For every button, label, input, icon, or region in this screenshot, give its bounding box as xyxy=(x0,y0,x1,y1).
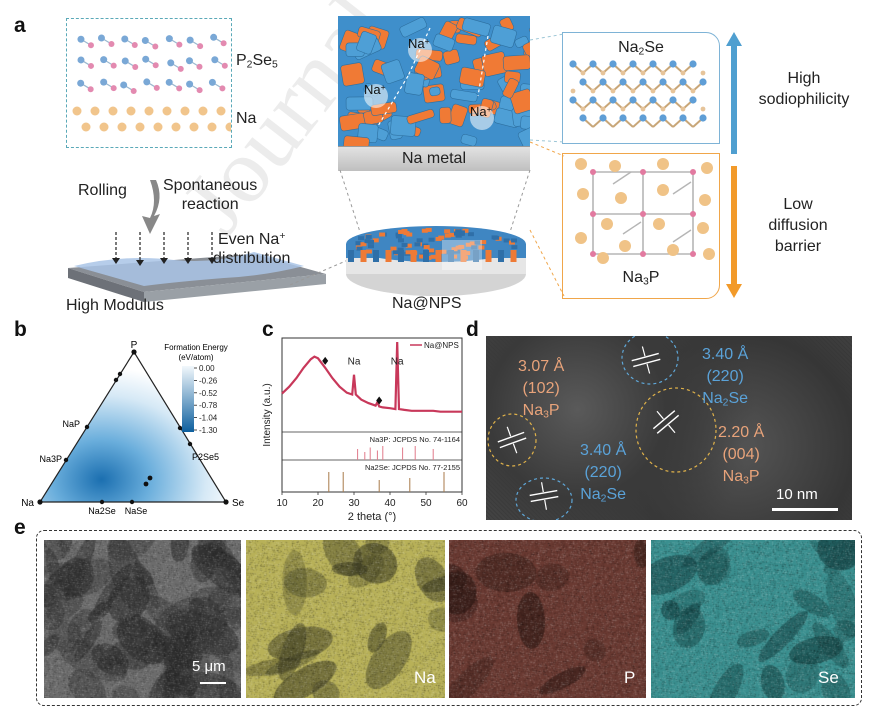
sodiophilicity-arrows xyxy=(726,32,742,298)
vertex-p: P xyxy=(131,340,138,351)
edge-label-p2se5: P2Se5 xyxy=(192,452,219,462)
y-axis-label: Intensity (a.u.) xyxy=(262,383,273,446)
na3p-label: Na3P xyxy=(622,269,660,288)
eds-map-na xyxy=(246,540,445,698)
panel-d-letter: d xyxy=(466,318,479,341)
spontaneous-reaction-label: Spontaneous reaction xyxy=(163,177,258,213)
high-sodiophilicity-label: High sodiophilicity xyxy=(758,70,850,108)
na-layer-label: Na xyxy=(236,110,257,127)
down-arrow-icon xyxy=(726,166,742,298)
x-tick-label: 10 xyxy=(276,498,288,509)
colorbar-tick: -1.30 xyxy=(199,426,218,435)
na-metal-bar: Na metal xyxy=(338,146,530,171)
eds-map-na-label: Na xyxy=(414,668,436,687)
projection-lines xyxy=(289,169,531,286)
x-tick-label: 20 xyxy=(312,498,324,509)
edge-label-nap: NaP xyxy=(62,419,80,429)
peak-annotation-na-1: Na xyxy=(348,357,361,368)
box-connector-lines xyxy=(529,33,565,297)
na3p-crystal-illustration xyxy=(575,158,715,264)
ternary-phase-diagram: P Na Se NaP Na3P P2Se5 Na2Se NaSe Format… xyxy=(21,340,245,516)
x-tick-label: 50 xyxy=(420,498,432,509)
d-spacing-na2se-220-bottom: 3.40 Å (220) Na2Se xyxy=(580,442,627,505)
map-se-canvas xyxy=(651,540,855,698)
reference-2-label: Na2Se: JCPDS No. 77-2155 xyxy=(365,463,460,472)
xrd-series-line xyxy=(281,341,462,413)
na-ion-label-1: Na+ xyxy=(408,36,430,52)
x-axis-label: 2 theta (°) xyxy=(348,511,396,522)
vertex-se: Se xyxy=(232,498,245,509)
edge-label-nase: NaSe xyxy=(125,506,148,516)
sem-scale-bar xyxy=(200,682,226,684)
eds-map-p xyxy=(449,540,646,698)
colorbar-tick: -1.04 xyxy=(199,414,218,423)
rolling-label: Rolling xyxy=(78,182,127,199)
low-diffusion-barrier-label: Low diffusion barrier xyxy=(768,196,828,255)
na2se-label: Na2Se xyxy=(618,39,664,58)
eds-map-se-label: Se xyxy=(818,668,839,687)
map-na-canvas xyxy=(246,540,445,698)
na-nps-label: Na@NPS xyxy=(392,295,462,312)
na-ion-label-3: Na+ xyxy=(470,104,492,120)
up-arrow-icon xyxy=(726,32,742,154)
diamond-marker xyxy=(322,356,329,365)
colorbar-tick: -0.52 xyxy=(199,389,218,398)
d-spacing-na2se-220-top: 3.40 Å (220) Na2Se xyxy=(702,346,749,409)
na2se-box: Na2Se xyxy=(562,32,720,144)
panel-a-letter: a xyxy=(14,14,26,37)
na-ion-label-2: Na+ xyxy=(364,82,386,98)
tem-scale-label: 10 nm xyxy=(776,486,818,503)
legend-label: Na@NPS xyxy=(424,341,459,350)
rolling-arrow-icon xyxy=(142,180,160,234)
x-tick-label: 30 xyxy=(348,498,360,509)
colorbar-tick: -0.26 xyxy=(199,376,218,385)
vertex-na: Na xyxy=(21,498,34,509)
sem-canvas xyxy=(44,540,241,698)
high-modulus-label: High Modulus xyxy=(66,297,164,314)
edge-label-na2se: Na2Se xyxy=(88,506,116,516)
x-tick-label: 60 xyxy=(456,498,468,509)
sem-image xyxy=(44,540,241,698)
tem-scale-bar xyxy=(772,508,838,511)
peak-annotation-na-2: Na xyxy=(391,356,404,367)
edge-label-na3p: Na3P xyxy=(39,454,62,464)
p2se5-label: P2Se5 xyxy=(236,52,278,71)
colorbar-tick: 0.00 xyxy=(199,364,215,373)
diamond-marker xyxy=(376,396,383,405)
p2se5-structure-illustration xyxy=(72,33,235,132)
panel-b-letter: b xyxy=(14,318,27,341)
sem-scale-label: 5 μm xyxy=(192,658,226,675)
eds-map-se xyxy=(651,540,855,698)
legend-title-2: (eV/atom) xyxy=(178,353,213,362)
colorbar-tick: -0.78 xyxy=(199,401,218,410)
colorbar xyxy=(182,366,194,432)
xrd-chart: 10 20 30 40 50 60 2 theta (°) Intensity (a.u.) N… xyxy=(262,337,468,522)
panel-e-letter: e xyxy=(14,516,26,539)
na2se-crystal-illustration xyxy=(569,59,707,128)
panel-e-frame xyxy=(36,530,862,706)
reference-1-label: Na3P: JCPDS No. 74-1164 xyxy=(370,435,460,444)
even-na-distribution-label: Even Na+ distribution xyxy=(213,231,291,268)
d-spacing-na3p-004: 2.20 Å (004) Na3P xyxy=(718,424,765,487)
na-nps-puck-illustration xyxy=(346,226,526,296)
hrtem-image: 3.07 Å (102) Na3P 3.40 Å (220) Na2Se 3.40 Å(… xyxy=(486,336,852,520)
p2se5-na-box xyxy=(66,18,235,148)
panel-c-letter: c xyxy=(262,318,274,341)
na3p-box: Na3P xyxy=(562,153,720,299)
high-modulus-slab-illustration xyxy=(68,232,326,302)
eds-map-p-label: P xyxy=(624,668,636,687)
x-tick-label: 40 xyxy=(384,498,396,509)
na-nps-microstructure: Na+ Na+ Na+ xyxy=(338,16,530,146)
map-p-canvas xyxy=(449,540,646,698)
legend-title-1: Formation Energy xyxy=(164,343,228,352)
d-spacing-na3p-102: 3.07 Å (102) Na3P xyxy=(518,358,565,421)
